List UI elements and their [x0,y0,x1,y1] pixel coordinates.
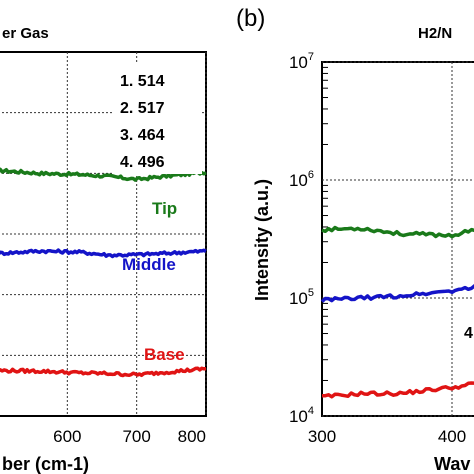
right-x-tick-label: 400 [438,427,466,446]
right-y-tick-labels: 104 105 106 107 [289,51,314,426]
left-x-axis-label: ber (cm-1) [2,454,89,474]
right-series-line-1 [320,284,474,303]
left-x-tick-labels: 600 700 800 [53,427,206,446]
right-y-tick-label: 107 [289,51,314,72]
right-plot-frame [321,61,474,417]
right-y-tick-label: 105 [289,287,314,308]
right-series-line-2 [321,381,474,399]
left-series-line-base [0,366,207,378]
right-grid [322,61,474,417]
annotation-1: 1. 514 [120,73,165,90]
left-panel: er Gas 600 700 800 ber (cm-1) 1. 514 2. 51… [0,25,207,474]
right-x-axis-label: Wav [434,454,470,474]
annotation-box [112,62,202,174]
right-plot-title: H2/N [418,25,452,42]
right-series-group [320,225,474,399]
right-x-tick-labels: 300 400 [308,427,466,446]
left-series-group [0,167,207,378]
right-panel: (b) H2/N 300 400 104 105 106 107 Wav Intensi… [236,5,474,474]
panel-label-b: (b) [236,5,265,32]
series-label-base: Base [144,345,185,364]
series-label-tip: Tip [152,199,177,218]
annotation-3: 3. 464 [120,127,165,144]
right-x-tick-label: 300 [308,427,336,446]
series-label-middle: Middle [122,255,176,274]
left-x-tick-label: 600 [53,427,81,446]
right-series-line-0 [321,225,474,239]
right-y-tick-label: 104 [289,405,314,426]
right-annotation-4: 4 [464,325,473,342]
right-y-tick-label: 106 [289,169,314,190]
left-series-line-middle [0,248,207,259]
left-series-line-tip [0,167,207,182]
annotation-4: 4. 496 [120,154,165,171]
left-plot-title: er Gas [2,25,49,42]
right-y-axis-label: Intensity (a.u.) [252,179,272,301]
annotation-2: 2. 517 [120,100,165,117]
left-x-tick-label: 700 [122,427,150,446]
left-x-tick-label: 800 [178,427,206,446]
